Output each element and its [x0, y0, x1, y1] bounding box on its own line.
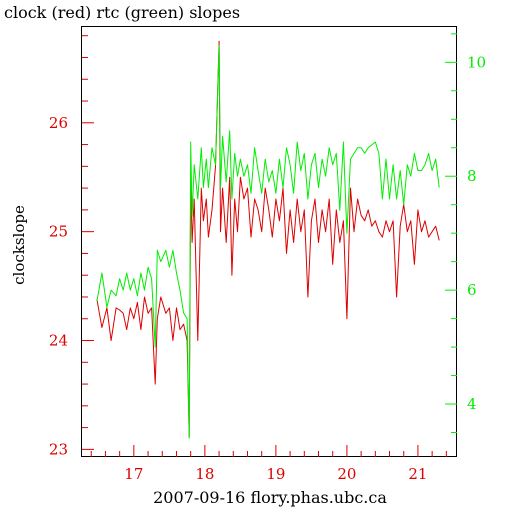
x-axis-label: 2007-09-16 flory.phas.ubc.ca [153, 488, 387, 507]
y-left-tick-label: 24 [49, 332, 68, 350]
plot-frame [81, 26, 457, 457]
x-tick-label: 20 [337, 465, 356, 483]
y-right-tick-label: 10 [467, 53, 486, 71]
x-tick-label: 19 [266, 465, 285, 483]
y-right-tick-label: 6 [467, 281, 477, 299]
y-left-tick-label: 23 [49, 440, 68, 458]
left-axis: 23 24 25 26 [49, 35, 94, 458]
y-left-tick-label: 25 [49, 223, 68, 241]
series-line-rtc [96, 44, 440, 439]
x-tick-label: 18 [195, 465, 214, 483]
series-line-clock [96, 40, 440, 437]
y-axis-label: clockslope [10, 205, 28, 285]
y-right-tick-label: 4 [467, 395, 477, 413]
x-tick-label: 21 [408, 465, 427, 483]
series-layer [96, 40, 440, 439]
right-axis: 4 6 8 10 [445, 33, 486, 434]
y-right-tick-label: 8 [467, 167, 477, 185]
x-tick-label: 17 [124, 465, 143, 483]
y-left-tick-label: 26 [49, 114, 68, 132]
x-axis: 17 18 19 20 21 [90, 445, 447, 483]
chart-title: clock (red) rtc (green) slopes [4, 3, 240, 22]
